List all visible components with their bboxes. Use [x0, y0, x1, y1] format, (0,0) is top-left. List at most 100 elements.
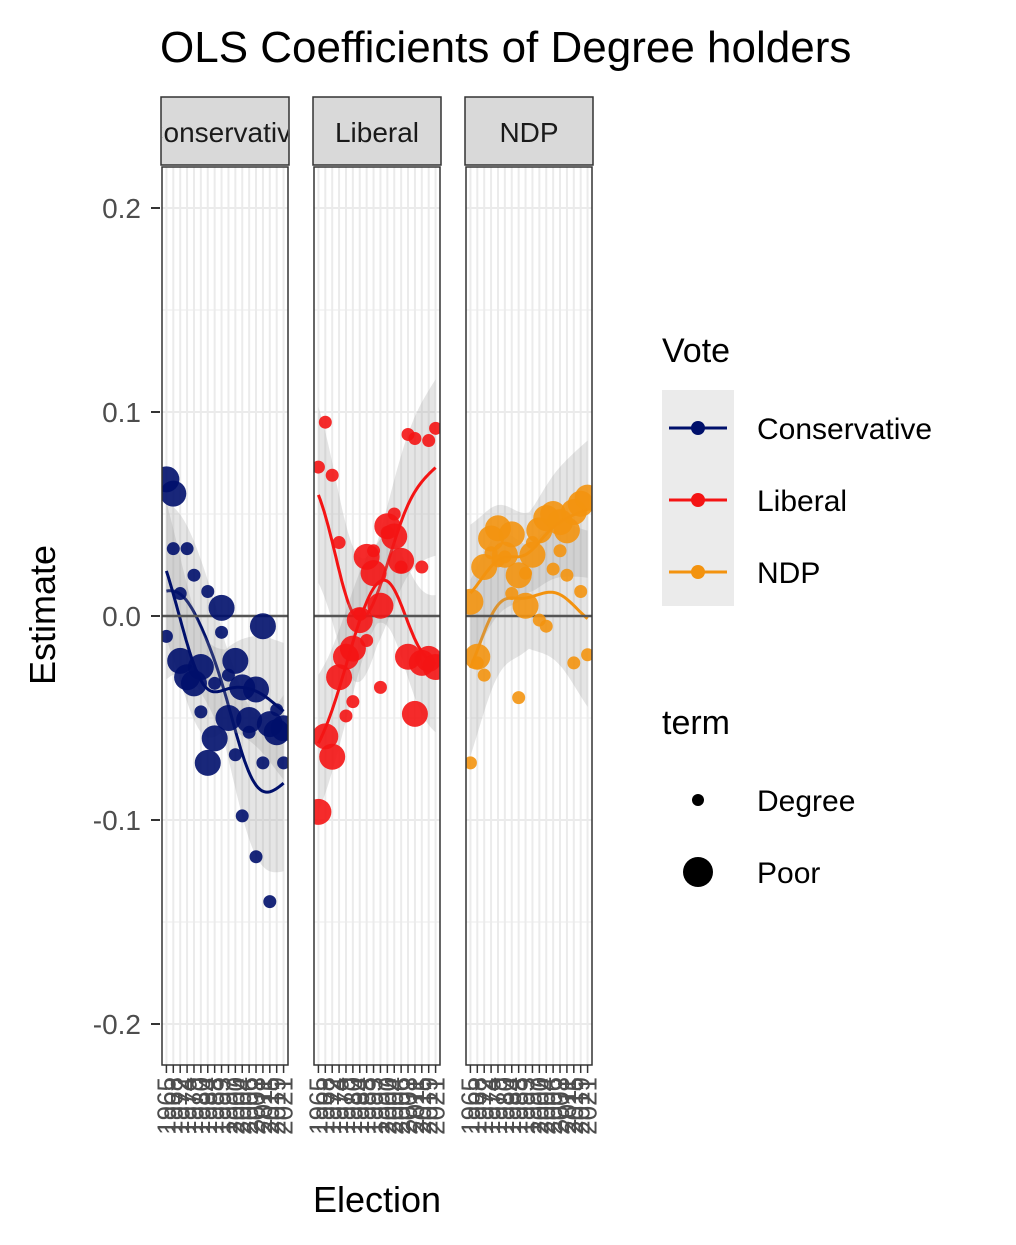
point-degree-1-0 [314, 460, 325, 474]
point-degree-0-11 [235, 809, 249, 823]
point-poor-1-0 [314, 798, 332, 825]
point-degree-0-14 [256, 756, 270, 770]
x-tick-label-2-17: 2021 [573, 1077, 603, 1135]
legend-vote-label-1: Liberal [757, 485, 847, 518]
x-tick-label-2-14: 2011 [552, 1077, 582, 1133]
point-poor-0-8 [208, 594, 235, 621]
point-degree-0-4 [187, 568, 201, 582]
x-tick-label-1-5: 1980 [338, 1077, 368, 1135]
point-poor-2-0 [466, 588, 484, 615]
x-tick-label-2-16: 2019 [566, 1077, 596, 1135]
point-poor-1-1 [314, 723, 339, 750]
point-degree-1-9 [373, 680, 387, 694]
x-tick-label-1-6: 1984 [345, 1077, 375, 1135]
point-poor-0-17 [270, 715, 288, 742]
y-tick-label-4: -0.2 [93, 1009, 141, 1040]
x-tick-label-1-15: 2015 [407, 1077, 437, 1135]
point-poor-1-14 [401, 700, 428, 727]
point-poor-1-17 [422, 654, 440, 680]
point-degree-2-11 [539, 619, 553, 633]
x-tick-label-0-0: 1965 [151, 1077, 181, 1135]
point-poor-0-14 [249, 613, 276, 640]
point-poor-0-7 [201, 725, 228, 752]
x-tick-label-1-7: 1988 [352, 1077, 382, 1135]
point-degree-0-7 [208, 676, 222, 690]
x-tick-label-0-15: 2015 [255, 1077, 285, 1135]
point-degree-0-0 [162, 629, 173, 643]
facet-ndp: NDP 1965196819721974197919801984198819931… [455, 96, 603, 1135]
x-tick-label-1-4: 1979 [331, 1077, 361, 1135]
point-poor-2-8 [512, 592, 539, 619]
panel-data-0 [162, 466, 288, 909]
point-poor-2-2 [471, 554, 498, 581]
x-tick-label-0-6: 1984 [193, 1077, 223, 1135]
point-degree-0-15 [263, 895, 277, 909]
legend-term-label-0: Degree [757, 785, 855, 818]
x-tick-label-1-10: 2000 [372, 1077, 402, 1135]
facet-strip-label-2: NDP [499, 117, 558, 148]
point-poor-0-5 [187, 654, 214, 680]
legend-point-0 [691, 421, 705, 435]
y-tick-label-0: 0.2 [102, 193, 141, 224]
x-tick-label-1-3: 1974 [324, 1077, 354, 1135]
facet-strip-0 [160, 96, 290, 166]
legend-vote-label-2: NDP [757, 557, 820, 590]
x-tick-label-2-8: 1993 [511, 1077, 541, 1135]
chart-title: OLS Coefficients of Degree holders [160, 23, 851, 72]
point-poor-0-10 [222, 647, 249, 674]
point-poor-2-7 [505, 562, 532, 589]
point-poor-1-5 [339, 635, 366, 662]
point-degree-1-14 [408, 432, 422, 446]
ribbon-degree-1 [318, 379, 436, 683]
x-tick-label-1-12: 2006 [386, 1077, 416, 1135]
point-degree-0-6 [201, 585, 215, 599]
point-poor-0-1 [162, 480, 187, 507]
y-tick-label-2: 0.0 [102, 601, 141, 632]
point-degree-2-2 [477, 668, 491, 682]
point-poor-0-13 [243, 676, 270, 703]
point-degree-0-13 [249, 850, 263, 864]
smooth-line-degree-0 [166, 589, 285, 794]
point-degree-2-13 [553, 544, 567, 558]
point-degree-1-2 [325, 468, 339, 482]
x-tick-label-0-5: 1980 [186, 1077, 216, 1135]
point-degree-0-8 [215, 625, 229, 639]
point-degree-2-14 [560, 568, 574, 582]
x-tick-label-2-0: 1965 [455, 1077, 485, 1135]
x-tick-label-2-3: 1974 [476, 1077, 506, 1135]
legend-size-point-0 [692, 794, 704, 806]
x-tick-label-2-1: 1968 [462, 1077, 492, 1135]
legend-vote-title: Vote [662, 332, 730, 370]
panel-border-1 [313, 166, 441, 1066]
point-degree-0-5 [194, 705, 208, 719]
point-degree-1-3 [332, 536, 346, 550]
x-tick-label-1-16: 2019 [414, 1077, 444, 1135]
x-tick-label-1-2: 1972 [317, 1077, 347, 1135]
point-degree-1-17 [429, 421, 440, 435]
point-degree-2-6 [505, 587, 519, 601]
x-tick-label-0-2: 1972 [165, 1077, 195, 1135]
x-tick-label-1-0: 1965 [303, 1077, 333, 1135]
x-tick-label-1-8: 1993 [359, 1077, 389, 1135]
legend-size-point-1 [683, 857, 713, 887]
point-degree-1-1 [318, 415, 332, 429]
x-tick-label-2-2: 1972 [469, 1077, 499, 1135]
point-degree-1-16 [422, 434, 436, 448]
x-tick-label-2-11: 2004 [531, 1077, 561, 1135]
x-tick-label-2-5: 1980 [490, 1077, 520, 1135]
point-poor-0-9 [215, 705, 242, 731]
x-tick-label-0-12: 2006 [234, 1077, 264, 1135]
point-poor-0-6 [194, 749, 221, 776]
point-degree-2-12 [546, 562, 560, 576]
x-tick-label-0-3: 1974 [172, 1077, 202, 1135]
x-tick-label-2-6: 1984 [497, 1077, 527, 1135]
y-tick-label-3: -0.1 [93, 805, 141, 836]
x-tick-label-2-13: 2008 [545, 1077, 575, 1135]
point-poor-0-12 [236, 707, 263, 734]
point-degree-0-2 [173, 587, 187, 601]
x-tick-label-0-9: 1997 [213, 1077, 243, 1135]
point-poor-1-9 [367, 592, 394, 619]
x-tick-label-0-13: 2008 [241, 1077, 271, 1135]
point-poor-1-12 [388, 547, 415, 574]
